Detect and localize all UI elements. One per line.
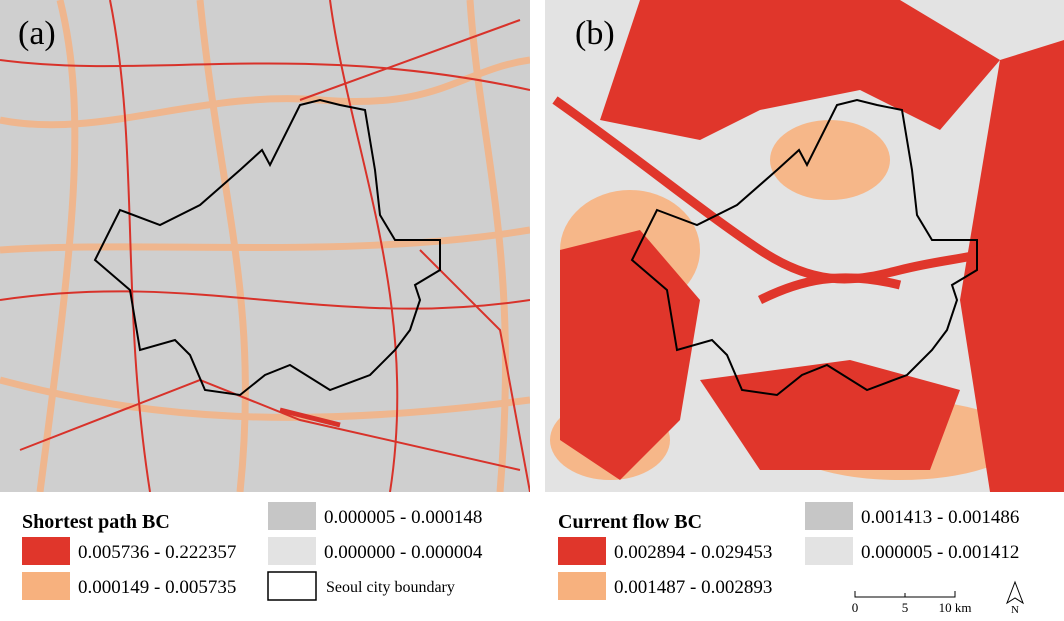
panel-label: (b) bbox=[575, 15, 615, 52]
legend-label: Seoul city boundary bbox=[326, 579, 455, 596]
legend-label: 0.001413 - 0.001486 bbox=[861, 507, 1019, 528]
scale-label: 0 bbox=[852, 600, 859, 615]
legend-label: 0.000000 - 0.000004 bbox=[324, 542, 483, 563]
figure: (a) (b) Shortest path BC Current flow BC… bbox=[0, 0, 1064, 616]
legend-label: 0.002894 - 0.029453 bbox=[614, 542, 772, 563]
boundary-swatch bbox=[268, 572, 316, 600]
legend-label: 0.005736 - 0.222357 bbox=[78, 542, 236, 563]
map-b bbox=[545, 0, 1064, 492]
legend-swatch bbox=[22, 572, 70, 600]
legend-swatch bbox=[558, 537, 606, 565]
legend-label: 0.001487 - 0.002893 bbox=[614, 577, 772, 598]
legend-title: Shortest path BC bbox=[22, 511, 170, 533]
scale-label: 5 bbox=[902, 600, 909, 615]
scale-label: 10 km bbox=[939, 600, 972, 615]
legend-swatch bbox=[268, 502, 316, 530]
north-label: N bbox=[1011, 604, 1019, 616]
map-a bbox=[0, 0, 530, 492]
legend-swatch bbox=[558, 572, 606, 600]
north-arrow bbox=[1007, 582, 1023, 603]
legend-label: 0.000149 - 0.005735 bbox=[78, 577, 236, 598]
legend-title: Current flow BC bbox=[558, 511, 702, 533]
legend-label: 0.000005 - 0.001412 bbox=[861, 542, 1019, 563]
legend-swatch bbox=[805, 537, 853, 565]
scale-bar bbox=[855, 591, 955, 597]
panel-label: (a) bbox=[18, 15, 56, 52]
legend-swatch bbox=[805, 502, 853, 530]
legend-swatch bbox=[268, 537, 316, 565]
legend-swatch bbox=[22, 537, 70, 565]
legend-label: 0.000005 - 0.000148 bbox=[324, 507, 482, 528]
